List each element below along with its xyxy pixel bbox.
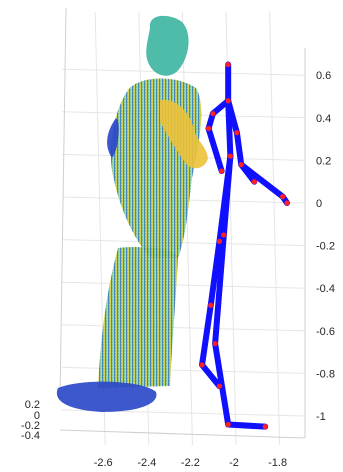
skeleton-bone bbox=[205, 125, 225, 175]
skeleton-bone bbox=[225, 421, 269, 430]
y-axis-ticks: 0.20-0.2-0.4 bbox=[21, 399, 40, 442]
z-tick-label: -0.2 bbox=[316, 241, 335, 253]
skeleton-bone bbox=[199, 302, 214, 368]
skeleton-joint bbox=[251, 179, 257, 185]
skeleton-joint bbox=[216, 383, 223, 389]
axis-edge bbox=[59, 7, 67, 401]
skeleton-bone bbox=[238, 161, 286, 200]
skeleton-joint bbox=[205, 125, 212, 132]
skeleton-bone bbox=[212, 340, 232, 428]
z-tick-label: -0.6 bbox=[316, 326, 335, 338]
y-tick-label: -0.4 bbox=[21, 430, 40, 442]
y-tick-label: -0.2 bbox=[21, 420, 40, 432]
axis-edge bbox=[59, 429, 306, 439]
z-axis-ticks: 0.6 0.4 0.2 0 -0.2 -0.4 -0.6 -0.8 -1 bbox=[316, 70, 335, 423]
pointcloud-head bbox=[146, 15, 189, 76]
z-tick-label: 0.6 bbox=[316, 70, 331, 82]
skeleton-joint bbox=[284, 200, 290, 206]
skeleton-joint bbox=[234, 130, 240, 136]
skeleton-joint bbox=[208, 302, 214, 308]
skeleton-bone bbox=[207, 238, 223, 309]
skeleton-bone bbox=[220, 153, 234, 238]
x-tick-label: -2.2 bbox=[181, 457, 200, 469]
skeleton-bone bbox=[233, 129, 245, 168]
y-tick-label: 0 bbox=[34, 410, 40, 422]
x-tick-label: -1.8 bbox=[268, 457, 287, 469]
z-grid-line bbox=[61, 68, 306, 76]
skeleton-joint bbox=[227, 153, 233, 159]
skeleton-bone bbox=[199, 361, 223, 390]
x-tick-label: -2.6 bbox=[94, 457, 113, 469]
pointcloud-legs bbox=[98, 246, 178, 388]
z-tick-label: -0.8 bbox=[316, 368, 335, 380]
skeleton-bone bbox=[212, 231, 227, 347]
x-tick-label: -2.4 bbox=[137, 457, 156, 469]
skeleton-joint bbox=[221, 232, 227, 238]
skeleton-joint bbox=[225, 421, 231, 428]
pointcloud-feet bbox=[56, 381, 157, 412]
z-tick-label: -1 bbox=[316, 411, 326, 423]
skeleton-joint bbox=[216, 238, 223, 244]
z-grid-line bbox=[61, 281, 306, 289]
skeleton-joint bbox=[199, 362, 205, 368]
y-tick-label: 0.2 bbox=[25, 399, 40, 411]
z-grid-line bbox=[61, 366, 306, 374]
skeleton-joint bbox=[262, 424, 268, 430]
skeleton-joint bbox=[219, 168, 225, 174]
z-grid-line bbox=[61, 239, 306, 247]
z-tick-label: 0.2 bbox=[316, 155, 331, 167]
skeleton-joint bbox=[280, 194, 286, 200]
skeleton-joint bbox=[212, 340, 218, 347]
skeleton-bone bbox=[225, 97, 234, 160]
pointcloud-arm bbox=[160, 99, 208, 169]
z-grid-line bbox=[61, 324, 306, 332]
z-tick-label: -0.4 bbox=[316, 283, 335, 295]
x-axis-ticks: -2.6 -2.4 -2.2 -2 -1.8 bbox=[94, 457, 287, 469]
skeleton-joint bbox=[225, 98, 231, 104]
skeleton-joints bbox=[199, 61, 290, 430]
x-grid-line bbox=[269, 11, 281, 446]
z-tick-label: 0.4 bbox=[316, 113, 331, 125]
skeleton-joint bbox=[225, 61, 231, 68]
pointcloud-back-arm bbox=[107, 118, 119, 158]
skeleton-joint bbox=[238, 162, 244, 168]
human-pointcloud bbox=[56, 15, 208, 412]
skeleton-joint bbox=[210, 110, 216, 117]
z-tick-label: 0 bbox=[316, 198, 322, 210]
grid-lines bbox=[59, 7, 306, 446]
x-tick-label: -2 bbox=[229, 457, 239, 469]
